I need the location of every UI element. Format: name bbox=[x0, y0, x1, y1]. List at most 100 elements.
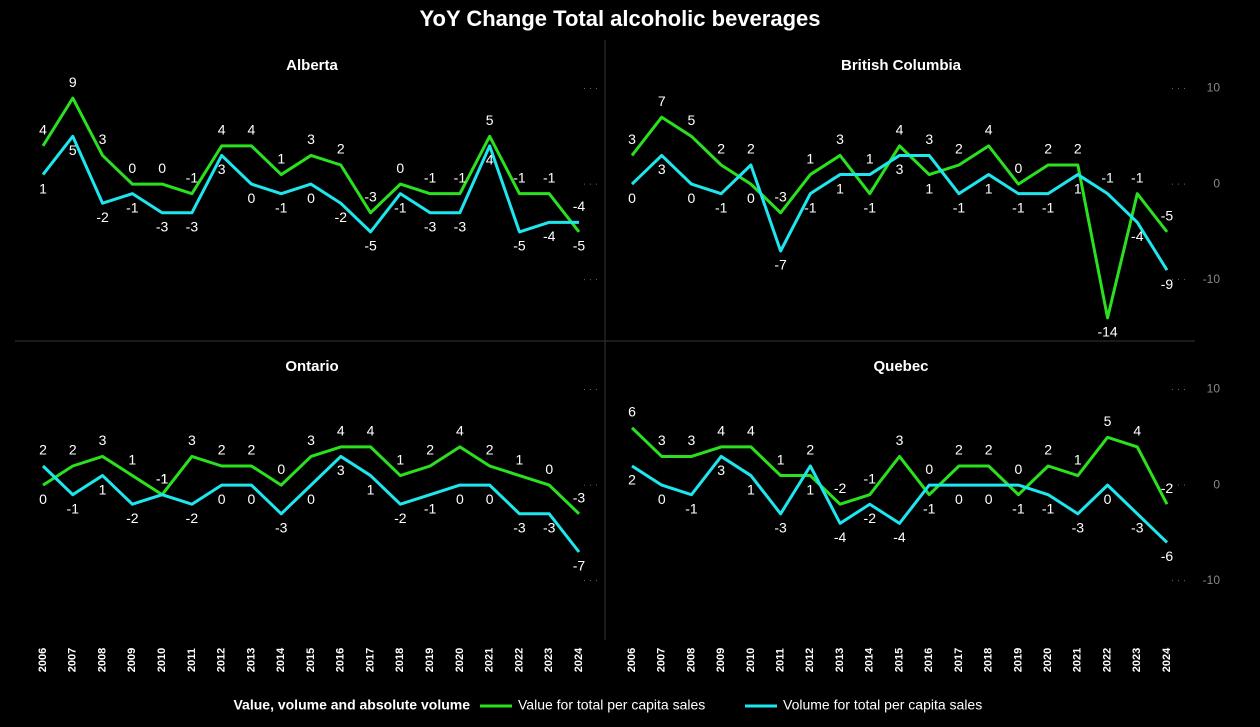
data-label: 0 bbox=[747, 190, 755, 206]
data-label: 2 bbox=[1044, 442, 1052, 458]
x-tick-label: 2007 bbox=[656, 648, 668, 672]
data-label: 1 bbox=[836, 180, 844, 196]
x-tick-label: 2015 bbox=[893, 648, 905, 672]
data-label: 2 bbox=[955, 141, 963, 157]
data-label: -5 bbox=[364, 238, 377, 254]
series-line bbox=[630, 115, 1169, 320]
data-label: 3 bbox=[99, 131, 107, 147]
data-label: -1 bbox=[543, 169, 556, 185]
data-label: 0 bbox=[218, 491, 226, 507]
data-label: 4 bbox=[456, 423, 464, 439]
data-label: 5 bbox=[688, 112, 696, 128]
data-label: -2 bbox=[335, 209, 348, 225]
x-tick-label: 2024 bbox=[573, 647, 585, 672]
data-label: 4 bbox=[486, 152, 494, 168]
panel-title: Alberta bbox=[286, 57, 338, 74]
data-label: 1 bbox=[925, 180, 933, 196]
data-label: -9 bbox=[1161, 276, 1174, 292]
data-label: -3 bbox=[454, 218, 467, 234]
data-label: 1 bbox=[806, 150, 814, 166]
series-line bbox=[630, 153, 1169, 271]
legend-label: Value for total per capita sales bbox=[518, 697, 705, 713]
data-label: 0 bbox=[925, 461, 933, 477]
data-label: -1 bbox=[1131, 169, 1144, 185]
data-label: 0 bbox=[396, 160, 404, 176]
legend-label: Volume for total per capita sales bbox=[783, 697, 982, 713]
x-tick-label: 2018 bbox=[394, 648, 406, 672]
data-label: -3 bbox=[573, 489, 586, 505]
data-label: 2 bbox=[955, 442, 963, 458]
data-label: 1 bbox=[277, 150, 285, 166]
data-label: 6 bbox=[628, 403, 636, 419]
data-label: 3 bbox=[337, 462, 345, 478]
data-label: -3 bbox=[774, 188, 787, 204]
x-tick-label: 2011 bbox=[186, 648, 198, 672]
data-label: 4 bbox=[337, 423, 345, 439]
x-tick-label: 2022 bbox=[1101, 648, 1113, 672]
data-label: -4 bbox=[573, 198, 586, 214]
data-label: 3 bbox=[688, 432, 696, 448]
data-label: 4 bbox=[248, 122, 256, 138]
x-tick-label: 2014 bbox=[275, 647, 287, 672]
data-label: 0 bbox=[955, 491, 963, 507]
data-label: 1 bbox=[985, 180, 993, 196]
data-label: 0 bbox=[128, 160, 136, 176]
data-label: 2 bbox=[747, 141, 755, 157]
x-tick-label: 2017 bbox=[953, 648, 965, 672]
x-tick-label: 2006 bbox=[626, 648, 638, 672]
data-label: -4 bbox=[543, 228, 556, 244]
x-tick-label: 2020 bbox=[454, 648, 466, 672]
series-line bbox=[41, 134, 579, 234]
data-label: 0 bbox=[307, 491, 315, 507]
data-label: -5 bbox=[573, 238, 586, 254]
data-label: -7 bbox=[573, 558, 586, 574]
x-tick-label: 2009 bbox=[715, 648, 727, 672]
data-label: 1 bbox=[128, 451, 136, 467]
x-tick-label: 2018 bbox=[983, 648, 995, 672]
data-label: 2 bbox=[248, 442, 256, 458]
data-label: -1 bbox=[923, 500, 936, 516]
x-tick-label: 2009 bbox=[126, 648, 138, 672]
data-label: -1 bbox=[685, 500, 698, 516]
x-tick-label: 2019 bbox=[1012, 648, 1024, 672]
data-label: 4 bbox=[985, 122, 993, 138]
data-label: -5 bbox=[1161, 208, 1174, 224]
data-label: 1 bbox=[1074, 451, 1082, 467]
data-label: 0 bbox=[545, 461, 553, 477]
data-label: 4 bbox=[218, 122, 226, 138]
data-label: -1 bbox=[1012, 199, 1025, 215]
data-label: -2 bbox=[1161, 480, 1174, 496]
data-label: -2 bbox=[834, 480, 847, 496]
y-tick-label: 10 bbox=[1207, 382, 1221, 396]
panel-title: Quebec bbox=[873, 358, 928, 375]
data-label: 1 bbox=[516, 451, 524, 467]
data-label: 3 bbox=[307, 432, 315, 448]
data-label: 2 bbox=[218, 442, 226, 458]
data-label: 3 bbox=[218, 161, 226, 177]
data-label: -1 bbox=[156, 470, 169, 486]
data-label: -1 bbox=[864, 199, 877, 215]
data-label: 1 bbox=[777, 451, 785, 467]
data-label: 4 bbox=[896, 122, 904, 138]
y-tick-label: 0 bbox=[1213, 477, 1220, 491]
data-label: -1 bbox=[275, 199, 288, 215]
data-label: 1 bbox=[39, 180, 47, 196]
data-label: 0 bbox=[248, 190, 256, 206]
data-label: -2 bbox=[864, 510, 877, 526]
x-tick-label: 2008 bbox=[685, 648, 697, 672]
data-label: 1 bbox=[747, 481, 755, 497]
data-label: 3 bbox=[188, 432, 196, 448]
data-label: -2 bbox=[394, 510, 407, 526]
data-label: 5 bbox=[486, 112, 494, 128]
data-label: 3 bbox=[99, 432, 107, 448]
data-label: 2 bbox=[717, 141, 725, 157]
data-label: -3 bbox=[186, 218, 199, 234]
data-label: -2 bbox=[96, 209, 109, 225]
x-tick-label: 2015 bbox=[305, 648, 317, 672]
series-line bbox=[630, 426, 1169, 506]
x-tick-label: 2019 bbox=[424, 648, 436, 672]
x-tick-label: 2008 bbox=[96, 648, 108, 672]
data-label: 5 bbox=[1104, 413, 1112, 429]
data-label: 4 bbox=[717, 423, 725, 439]
data-label: 0 bbox=[248, 491, 256, 507]
